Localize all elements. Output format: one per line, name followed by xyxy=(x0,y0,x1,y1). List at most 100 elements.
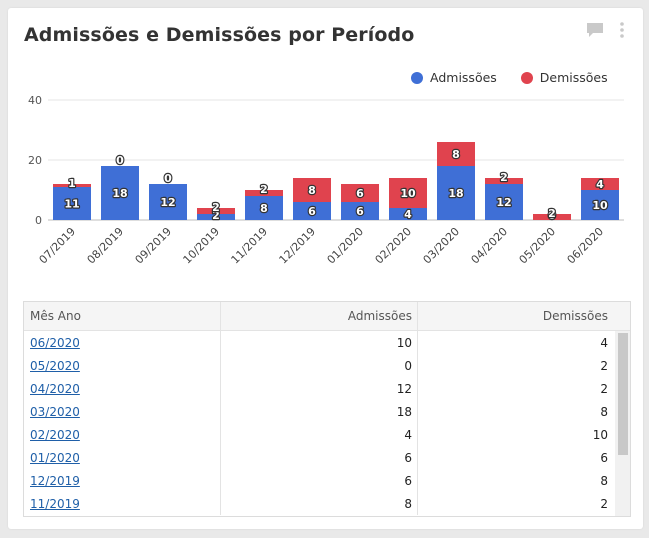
cell-admissoes: 12 xyxy=(221,377,418,400)
cell-mes: 01/2020 xyxy=(24,446,221,469)
bar-demissoes xyxy=(533,214,571,220)
cell-demissoes: 4 xyxy=(600,336,608,350)
legend-item-demissoes[interactable]: Demissões xyxy=(520,70,608,85)
cell-admissoes: 8 xyxy=(221,492,418,515)
data-label-demissoes: 0 xyxy=(116,154,124,167)
header-demissoes[interactable]: Demissões xyxy=(542,309,608,323)
bar-admissoes xyxy=(485,184,523,220)
y-tick-label: 20 xyxy=(28,154,42,167)
x-tick-label: 05/2020 xyxy=(517,225,559,267)
legend-dot-icon xyxy=(411,71,423,84)
cell-admissoes: 6 xyxy=(221,469,418,492)
y-tick-label: 40 xyxy=(28,94,42,107)
x-tick-label: 01/2020 xyxy=(325,225,367,267)
cell-demissoes: 8 xyxy=(600,474,608,488)
scrollbar-thumb[interactable] xyxy=(618,333,628,455)
data-label-demissoes: 1 xyxy=(68,177,76,190)
cell-demissoes: 8 xyxy=(600,405,608,419)
period-link[interactable]: 01/2020 xyxy=(30,451,80,465)
data-label-demissoes: 8 xyxy=(308,184,316,197)
period-link[interactable]: 11/2019 xyxy=(30,497,80,511)
legend-dot-icon xyxy=(520,71,533,84)
bar-admissoes xyxy=(101,166,139,220)
x-tick-label: 04/2020 xyxy=(469,225,511,267)
x-tick-label: 07/2019 xyxy=(37,225,79,267)
chart-legend: Admissões Demissões xyxy=(411,70,608,88)
bar-demissoes xyxy=(341,184,379,202)
bar-admissoes xyxy=(389,208,427,220)
bar-admissoes xyxy=(197,214,235,220)
bar-admissoes xyxy=(293,202,331,220)
header-mes-ano[interactable]: Mês Ano xyxy=(24,302,221,330)
data-label-demissoes: 2 xyxy=(260,183,268,196)
bar-admissoes xyxy=(437,166,475,220)
period-link[interactable]: 06/2020 xyxy=(30,336,80,350)
data-label-demissoes: 2 xyxy=(500,171,508,184)
data-label-admissoes: 18 xyxy=(448,187,463,200)
cell-mes: 03/2020 xyxy=(24,400,221,423)
table-row: 05/2020 0 2 xyxy=(24,354,614,377)
stacked-bar-chart: 0204011107/201918008/201912009/20192210/… xyxy=(28,94,624,267)
legend-item-admissoes[interactable]: Admissões xyxy=(411,70,497,85)
data-label-admissoes: 2 xyxy=(212,209,220,222)
cell-mes: 02/2020 xyxy=(24,423,221,446)
cell-mes: 04/2020 xyxy=(24,377,221,400)
more-vertical-icon[interactable] xyxy=(619,21,625,39)
table-row: 12/2019 6 8 xyxy=(24,469,614,492)
header-admissoes[interactable]: Admissões xyxy=(221,302,418,330)
bar-demissoes xyxy=(293,178,331,202)
bar-demissoes xyxy=(437,142,475,166)
cell-demissoes: 2 xyxy=(600,382,608,396)
bar-demissoes xyxy=(389,178,427,208)
data-label-demissoes: 10 xyxy=(400,187,416,200)
bar-demissoes xyxy=(53,184,91,187)
period-link[interactable]: 12/2019 xyxy=(30,474,80,488)
table-scrollbar[interactable] xyxy=(615,331,630,516)
cell-admissoes: 0 xyxy=(221,354,418,377)
comment-icon[interactable] xyxy=(586,22,604,38)
x-tick-label: 11/2019 xyxy=(229,225,271,267)
period-link[interactable]: 03/2020 xyxy=(30,405,80,419)
period-link[interactable]: 05/2020 xyxy=(30,359,80,373)
period-link[interactable]: 02/2020 xyxy=(30,428,80,442)
data-label-admissoes: 18 xyxy=(112,187,127,200)
bar-demissoes xyxy=(245,190,283,196)
x-tick-label: 06/2020 xyxy=(565,225,607,267)
x-tick-label: 02/2020 xyxy=(373,225,415,267)
data-label-admissoes: 12 xyxy=(496,196,511,209)
data-label-admissoes: 12 xyxy=(160,196,175,209)
data-label-demissoes: 4 xyxy=(596,178,604,191)
card-title: Admissões e Demissões por Período xyxy=(24,24,415,46)
cell-demissoes: 6 xyxy=(600,451,608,465)
table-row: 04/2020 12 2 xyxy=(24,377,614,400)
bar-admissoes xyxy=(581,190,619,220)
data-label-admissoes: 0 xyxy=(548,209,556,222)
period-link[interactable]: 04/2020 xyxy=(30,382,80,396)
data-label-demissoes: 6 xyxy=(356,187,364,200)
cell-admissoes: 6 xyxy=(221,446,418,469)
data-label-admissoes: 10 xyxy=(592,199,608,212)
cell-admissoes: 10 xyxy=(221,331,418,354)
data-label-admissoes: 6 xyxy=(308,205,316,218)
legend-label: Admissões xyxy=(430,70,497,85)
data-label-admissoes: 6 xyxy=(356,205,364,218)
cell-demissoes: 2 xyxy=(600,359,608,373)
data-label-demissoes: 2 xyxy=(212,201,220,214)
data-label-demissoes: 0 xyxy=(164,172,172,185)
cell-mes: 12/2019 xyxy=(24,469,221,492)
bar-admissoes xyxy=(53,187,91,220)
bar-admissoes xyxy=(341,202,379,220)
cell-mes: 05/2020 xyxy=(24,354,221,377)
table-row: 03/2020 18 8 xyxy=(24,400,614,423)
cell-mes: 06/2020 xyxy=(24,331,221,354)
cell-demissoes: 2 xyxy=(600,497,608,511)
table-row: 01/2020 6 6 xyxy=(24,446,614,469)
x-tick-label: 12/2019 xyxy=(277,225,319,267)
cell-demissoes: 10 xyxy=(592,428,608,442)
x-tick-label: 08/2019 xyxy=(85,225,127,267)
cell-admissoes: 4 xyxy=(221,423,418,446)
bar-demissoes xyxy=(581,178,619,190)
data-label-admissoes: 8 xyxy=(260,202,268,215)
table-row: 02/2020 4 10 xyxy=(24,423,614,446)
cell-admissoes: 18 xyxy=(221,400,418,423)
